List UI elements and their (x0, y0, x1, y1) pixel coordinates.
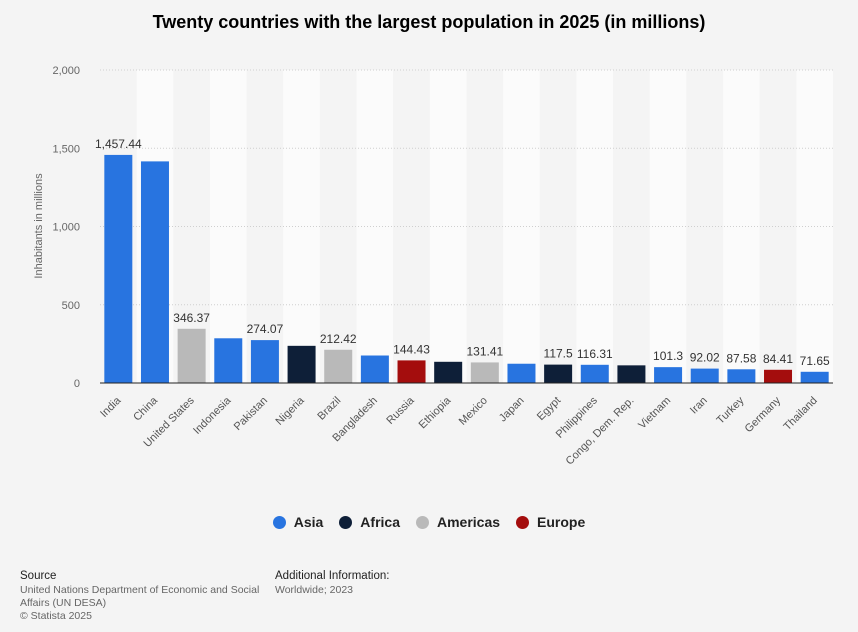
x-tick-label: Turkey (715, 394, 747, 426)
bar-pakistan (250, 340, 279, 383)
x-tick-label: Indonesia (191, 394, 234, 437)
legend-label: Americas (436, 514, 501, 530)
column-band (356, 70, 394, 383)
bar-iran (690, 368, 719, 383)
source-text: United Nations Department of Economic an… (20, 584, 260, 596)
source-heading: Source (20, 570, 57, 582)
x-tick-label: India (98, 394, 124, 420)
x-tick-label: Egypt (535, 395, 563, 423)
bar-ethiopia (434, 361, 463, 383)
gridlines (100, 69, 833, 306)
data-label: 87.58 (726, 351, 756, 365)
x-tick-label: Russia (384, 394, 417, 427)
data-labels: 1,457.44 346.37 274.07 212.42 144.43 131.41 11… (95, 137, 830, 368)
column-band (576, 70, 614, 383)
x-tick-label: Mexico (457, 395, 490, 428)
x-tick-label: Brazil (315, 395, 343, 423)
legend-label: Africa (360, 514, 400, 530)
column-band (539, 70, 577, 383)
x-tick-label: Pakistan (232, 395, 270, 433)
bar-bangladesh (360, 355, 389, 383)
data-label: 1,457.44 (95, 137, 142, 151)
bar-turkey (727, 369, 756, 383)
data-label: 274.07 (247, 322, 284, 336)
bar-thailand (800, 371, 829, 383)
column-band (723, 70, 760, 383)
data-label: 144.43 (393, 342, 430, 356)
y-axis-ticks: 0 500 1,000 1,500 2,000 (52, 65, 80, 390)
bar-germany (764, 369, 793, 383)
column-band (209, 70, 247, 383)
legend-dot-icon (272, 515, 286, 529)
x-tick-label: Thailand (781, 395, 819, 433)
y-tick-label: 500 (62, 300, 80, 312)
legend-item-americas[interactable]: Americas (415, 514, 501, 530)
bar-chart: 0 500 1,000 1,500 2,000 Inhabitants in milli… (33, 65, 833, 468)
data-label: 84.41 (763, 352, 793, 366)
chart-title: Twenty countries with the largest popula… (152, 12, 706, 32)
x-tick-label: Congo, Dem. Rep. (564, 395, 637, 468)
column-band (393, 70, 430, 383)
data-label: 92.02 (690, 351, 720, 365)
bar-india (104, 154, 133, 383)
y-tick-label: 1,500 (52, 143, 80, 155)
bar-philippines (580, 364, 609, 383)
data-label: 101.3 (653, 349, 683, 363)
legend: Asia Africa Americas Europe (0, 514, 858, 530)
x-tick-label: Japan (497, 395, 527, 425)
x-tick-label: Germany (743, 394, 784, 435)
y-axis-label: Inhabitants in millions (33, 173, 45, 279)
bar-japan (507, 363, 536, 383)
x-tick-label: Vietnam (636, 395, 673, 432)
y-tick-label: 1,000 (52, 222, 80, 234)
data-label: 212.42 (320, 332, 357, 346)
data-label: 346.37 (173, 311, 210, 325)
legend-dot-icon (415, 515, 429, 529)
column-band (319, 70, 357, 383)
source-text: Affairs (UN DESA) (20, 597, 107, 609)
data-label: 116.31 (577, 347, 613, 361)
column-band (686, 70, 724, 383)
bar-russia (397, 360, 426, 383)
bar-united-states (177, 328, 206, 383)
bar-egypt (544, 364, 573, 383)
bar-china (140, 161, 169, 383)
y-tick-label: 2,000 (52, 65, 80, 77)
data-label: 71.65 (800, 354, 830, 368)
x-tick-label: Ethiopia (417, 394, 454, 431)
legend-dot-icon (339, 515, 353, 529)
x-tick-label: Iran (688, 395, 710, 417)
legend-item-africa[interactable]: Africa (339, 514, 400, 530)
legend-label: Europe (537, 514, 586, 530)
column-band (503, 70, 540, 383)
bar-nigeria (287, 345, 316, 383)
bar-brazil (324, 349, 353, 383)
source-block: Source United Nations Department of Econ… (20, 570, 270, 623)
bars (104, 154, 829, 383)
data-label: 117.5 (544, 347, 573, 361)
bar-congo-dem-rep- (617, 365, 646, 383)
additional-info-heading: Additional Information: (275, 570, 390, 582)
legend-label: Asia (293, 514, 324, 530)
data-label: 131.41 (466, 344, 503, 358)
bar-indonesia (214, 338, 243, 383)
legend-dot-icon (516, 515, 530, 529)
bar-vietnam (654, 367, 683, 383)
legend-item-asia[interactable]: Asia (272, 514, 324, 530)
bar-mexico (470, 362, 499, 383)
y-tick-label: 0 (74, 378, 80, 390)
x-tick-label: Nigeria (274, 394, 308, 428)
additional-info-block: Additional Information: Worldwide; 2023 (275, 570, 525, 597)
legend-item-europe[interactable]: Europe (516, 514, 585, 530)
x-tick-label: China (131, 394, 160, 423)
copyright-text: © Statista 2025 (20, 610, 92, 622)
additional-info-text: Worldwide; 2023 (275, 584, 354, 596)
